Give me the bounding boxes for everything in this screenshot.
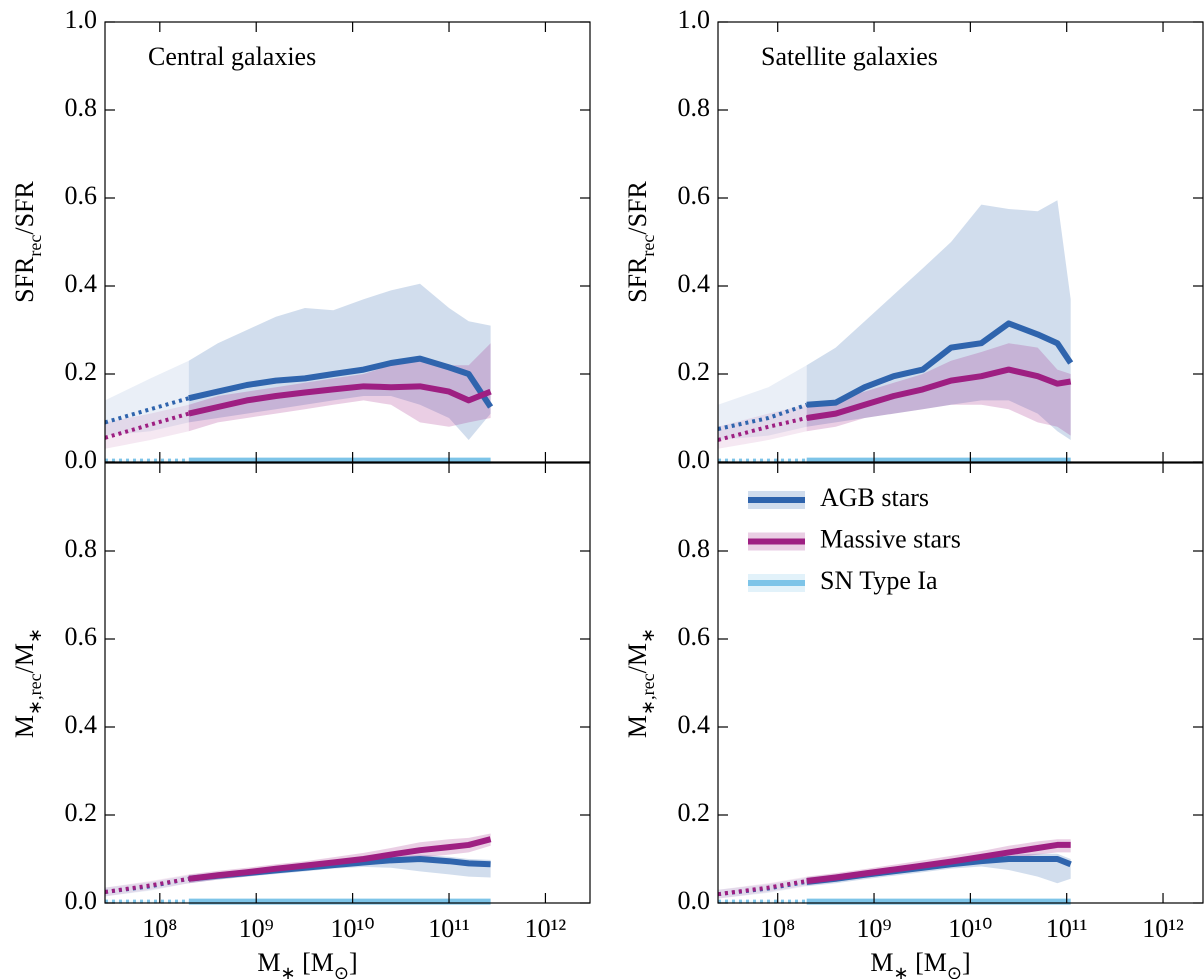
line-extrapolated <box>717 416 808 442</box>
x-axis-label-part: M <box>257 948 280 977</box>
axes-frame <box>104 462 591 904</box>
y-axis-label-part: ∗ <box>638 628 658 643</box>
y-axis-label: SFRrec/SFR <box>623 180 658 302</box>
y-axis-label: SFRrec/SFR <box>10 180 45 302</box>
x-tick-label: 10⁹ <box>856 914 891 943</box>
y-tick-label: 0.0 <box>65 445 98 474</box>
y-tick-label: 0.6 <box>678 622 711 651</box>
x-axis-label: M∗ [M⊙] <box>257 948 357 979</box>
line <box>806 320 1074 408</box>
y-tick-label: 0.8 <box>678 534 711 563</box>
line-extrapolated <box>104 411 190 440</box>
y-tick-label: 1.0 <box>678 5 711 34</box>
line-extrapolated <box>104 396 190 425</box>
y-tick-label: 0.8 <box>65 534 98 563</box>
y-tick-label: 0.2 <box>65 357 98 386</box>
x-tick-label: 10¹¹ <box>428 914 470 943</box>
line <box>188 355 494 409</box>
x-tick-label: 10¹⁰ <box>948 914 992 943</box>
legend-label: Massive stars <box>820 524 961 553</box>
x-axis-label-part: ∗ <box>280 963 295 979</box>
y-axis-label-part: /SFR <box>623 180 652 234</box>
y-axis-label-part: ∗ <box>25 628 45 643</box>
y-tick-label: 0.0 <box>678 445 711 474</box>
band <box>806 343 1071 436</box>
x-tick-label: 10⁸ <box>760 914 795 943</box>
y-axis-label-part: /M <box>10 643 39 673</box>
y-tick-label: 0.4 <box>678 269 711 298</box>
y-axis-label: M∗,rec/M∗ <box>623 628 658 738</box>
y-tick-label: 0.4 <box>65 269 98 298</box>
y-tick-label: 0.8 <box>65 93 98 122</box>
y-axis-label-part: /SFR <box>10 180 39 234</box>
y-axis-label-part: SFR <box>10 256 39 303</box>
x-axis-label-part: [M <box>296 948 334 977</box>
x-axis-label-part: ∗ <box>893 963 908 979</box>
y-axis-label-part: M <box>623 715 652 738</box>
y-tick-label: 0.6 <box>678 181 711 210</box>
x-axis-label-part: M <box>870 948 893 977</box>
x-axis-label-part: ⊙ <box>334 963 349 979</box>
y-axis-label-part: rec <box>25 235 45 257</box>
band-extrapolated <box>105 900 189 903</box>
x-tick-label: 10¹¹ <box>1046 914 1088 943</box>
y-tick-label: 0.4 <box>65 710 98 739</box>
x-axis-label: M∗ [M⊙] <box>870 948 970 979</box>
axes-frame <box>717 462 1204 904</box>
y-axis-label-part: SFR <box>623 256 652 303</box>
y-axis-label-part: /M <box>623 643 652 673</box>
x-tick-label: 10¹² <box>525 914 567 943</box>
annotation: Satellite galaxies <box>761 42 938 71</box>
x-tick-label: 10⁹ <box>239 914 274 943</box>
line-extrapolated <box>717 879 808 897</box>
y-tick-label: 0.2 <box>65 798 98 827</box>
line-extrapolated <box>717 402 808 431</box>
line <box>806 366 1072 421</box>
y-axis-label-part: rec <box>638 235 658 257</box>
y-tick-label: 0.8 <box>678 93 711 122</box>
x-axis-label-part: [M <box>909 948 947 977</box>
x-axis-label-part: ] <box>962 948 971 977</box>
x-axis-label-part: ⊙ <box>947 963 962 979</box>
y-tick-label: 0.0 <box>65 886 98 915</box>
x-tick-label: 10¹² <box>1142 914 1184 943</box>
legend-label: AGB stars <box>820 483 929 512</box>
x-tick-label: 10⁸ <box>142 914 177 943</box>
x-axis-label-part: ] <box>349 948 358 977</box>
y-axis-label-part: M <box>10 715 39 738</box>
y-tick-label: 0.2 <box>678 357 711 386</box>
y-tick-label: 0.4 <box>678 710 711 739</box>
band <box>806 200 1071 440</box>
x-tick-label: 10¹⁰ <box>331 914 375 943</box>
axes-frame <box>717 21 1204 463</box>
line-extrapolated <box>104 876 190 894</box>
y-tick-label: 0.0 <box>678 886 711 915</box>
y-axis-label-part: ∗,rec <box>638 673 658 715</box>
y-tick-label: 0.6 <box>65 181 98 210</box>
annotation: Central galaxies <box>148 42 316 71</box>
y-tick-label: 1.0 <box>65 5 98 34</box>
band-extrapolated <box>718 404 807 449</box>
legend-label: SN Type Ia <box>820 566 938 595</box>
band-extrapolated <box>105 459 189 462</box>
y-axis-label: M∗,rec/M∗ <box>10 628 45 738</box>
band-extrapolated <box>718 365 807 440</box>
y-tick-label: 0.2 <box>678 798 711 827</box>
band <box>188 283 491 440</box>
line <box>806 841 1071 884</box>
line <box>188 383 492 417</box>
axes-frame <box>104 21 591 463</box>
y-axis-label-part: ∗,rec <box>25 673 45 715</box>
y-tick-label: 0.6 <box>65 622 98 651</box>
line <box>188 836 492 882</box>
